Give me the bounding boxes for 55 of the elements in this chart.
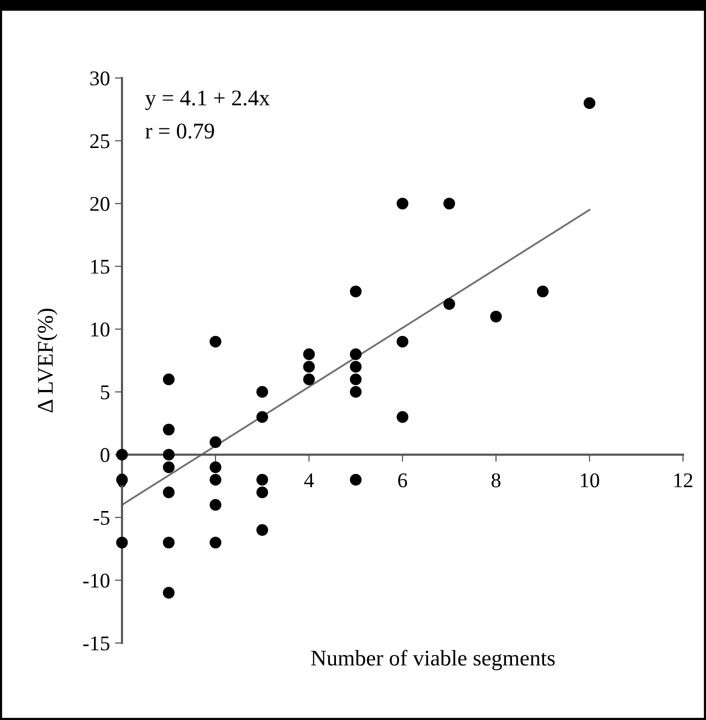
- point: [350, 373, 362, 386]
- x-axis-title: Number of viable segments: [311, 650, 555, 670]
- y-tick-label: -15: [83, 636, 110, 650]
- y-tick-label: 15: [91, 260, 110, 274]
- annotation: y = 4.1 + 2.4x: [145, 90, 270, 110]
- point: [210, 436, 222, 448]
- x-tick-label: 12: [674, 473, 692, 488]
- point: [210, 336, 222, 348]
- point: [396, 411, 408, 423]
- point: [584, 97, 596, 109]
- y-tick-label: 0: [100, 448, 110, 462]
- point: [303, 348, 315, 360]
- point: [162, 461, 175, 474]
- point: [162, 424, 175, 436]
- x-tick-label: 6: [398, 473, 408, 488]
- point: [256, 486, 268, 498]
- point: [162, 486, 175, 498]
- point: [396, 336, 408, 348]
- y-tick-label: -5: [94, 511, 110, 525]
- point: [536, 286, 549, 298]
- point: [350, 348, 362, 360]
- point: [162, 536, 175, 548]
- y-tick-label: 5: [100, 385, 110, 400]
- x-tick-label: 8: [492, 473, 500, 488]
- y-tick-label: 10: [91, 322, 110, 337]
- point: [162, 586, 175, 599]
- point: [162, 373, 175, 386]
- point: [256, 524, 268, 536]
- y-tick-label: -10: [83, 574, 110, 588]
- y-tick-label: 30: [90, 71, 110, 86]
- point: [303, 360, 315, 373]
- y-tick-label: 20: [90, 196, 110, 211]
- point: [350, 386, 362, 398]
- x-tick-label: 10: [580, 473, 600, 488]
- point: [443, 198, 456, 210]
- point: [210, 461, 222, 474]
- point: [162, 448, 175, 461]
- point: [350, 286, 362, 298]
- point: [256, 411, 268, 423]
- point: [350, 360, 362, 373]
- x-tick-label: 4: [304, 473, 314, 488]
- point: [210, 499, 222, 511]
- point: [350, 474, 362, 486]
- point: [303, 373, 315, 386]
- point: [210, 474, 222, 486]
- point: [396, 198, 408, 210]
- point: [210, 536, 222, 548]
- point: [116, 536, 128, 548]
- y-tick-label: 25: [90, 134, 110, 148]
- y-axis-title: Δ LVEF(%): [37, 308, 58, 412]
- point: [443, 298, 456, 310]
- point: [256, 386, 268, 398]
- point: [256, 474, 268, 486]
- point: [490, 310, 502, 322]
- annotation: r = 0.79: [145, 124, 214, 139]
